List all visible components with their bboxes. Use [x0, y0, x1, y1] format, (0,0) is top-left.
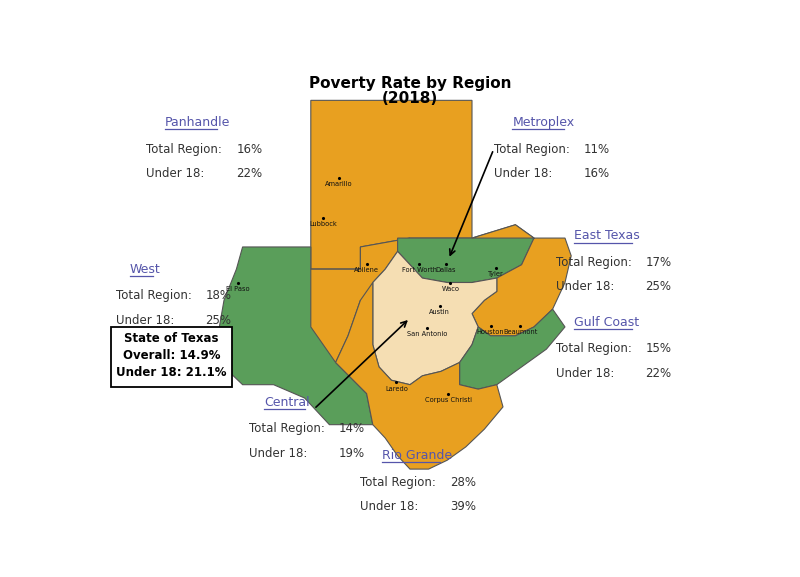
Text: Total Region:: Total Region: [494, 143, 570, 156]
Polygon shape [472, 225, 571, 336]
Text: Laredo: Laredo [385, 385, 408, 392]
Polygon shape [218, 247, 373, 425]
Text: Under 18: 21.1%: Under 18: 21.1% [116, 366, 227, 379]
Text: Under 18:: Under 18: [360, 500, 418, 513]
Text: Tyler: Tyler [488, 271, 503, 278]
Text: Under 18:: Under 18: [146, 167, 205, 180]
Text: Under 18:: Under 18: [494, 167, 552, 180]
Text: Total Region:: Total Region: [556, 343, 631, 355]
Text: State of Texas: State of Texas [124, 332, 219, 345]
Text: Gulf Coast: Gulf Coast [574, 316, 639, 329]
Text: West: West [130, 263, 161, 275]
Text: Under 18:: Under 18: [249, 447, 307, 460]
Text: Poverty Rate by Region: Poverty Rate by Region [309, 76, 511, 91]
Polygon shape [310, 100, 472, 269]
Text: Waco: Waco [442, 287, 459, 293]
Polygon shape [336, 283, 503, 469]
Text: 18%: 18% [206, 289, 231, 302]
Text: Dallas: Dallas [436, 267, 456, 273]
Text: 28%: 28% [450, 476, 476, 489]
Text: Panhandle: Panhandle [165, 116, 230, 129]
Text: Overall: 14.9%: Overall: 14.9% [123, 349, 220, 362]
Text: 25%: 25% [206, 314, 231, 327]
Text: 39%: 39% [450, 500, 476, 513]
Text: Under 18:: Under 18: [556, 280, 614, 293]
Text: 22%: 22% [646, 367, 672, 380]
Bar [111, 327, 232, 387]
Text: 15%: 15% [646, 343, 672, 355]
Text: Total Region:: Total Region: [360, 476, 436, 489]
Text: 19%: 19% [338, 447, 365, 460]
Text: El Paso: El Paso [226, 287, 250, 293]
Text: 17%: 17% [646, 256, 672, 269]
Text: 16%: 16% [237, 143, 262, 156]
Text: 22%: 22% [237, 167, 262, 180]
Text: Beaumont: Beaumont [503, 329, 538, 335]
Text: Total Region:: Total Region: [556, 256, 631, 269]
Polygon shape [459, 309, 565, 389]
Text: Rio Grande: Rio Grande [382, 449, 452, 462]
Text: Amarillo: Amarillo [325, 181, 353, 187]
Text: Abilene: Abilene [354, 267, 379, 273]
Text: 16%: 16% [584, 167, 610, 180]
Text: Under 18:: Under 18: [556, 367, 614, 380]
Polygon shape [373, 252, 497, 385]
Text: Total Region:: Total Region: [146, 143, 222, 156]
Text: Metroplex: Metroplex [512, 116, 574, 129]
Text: Austin: Austin [430, 309, 450, 314]
Text: San Antonio: San Antonio [407, 331, 447, 337]
Text: 25%: 25% [646, 280, 672, 293]
Text: Under 18:: Under 18: [115, 314, 174, 327]
Text: 14%: 14% [338, 422, 365, 436]
Text: (2018): (2018) [382, 92, 438, 106]
Text: Total Region:: Total Region: [115, 289, 191, 302]
Text: Fort Worth: Fort Worth [402, 267, 437, 273]
Text: Houston: Houston [477, 329, 505, 335]
Polygon shape [310, 238, 410, 362]
Text: Total Region:: Total Region: [249, 422, 325, 436]
Text: Corpus Christi: Corpus Christi [425, 396, 472, 403]
Text: Central: Central [264, 396, 310, 409]
Text: 11%: 11% [584, 143, 610, 156]
Polygon shape [398, 225, 534, 283]
Text: East Texas: East Texas [574, 229, 640, 242]
Text: Lubbock: Lubbock [310, 221, 337, 227]
